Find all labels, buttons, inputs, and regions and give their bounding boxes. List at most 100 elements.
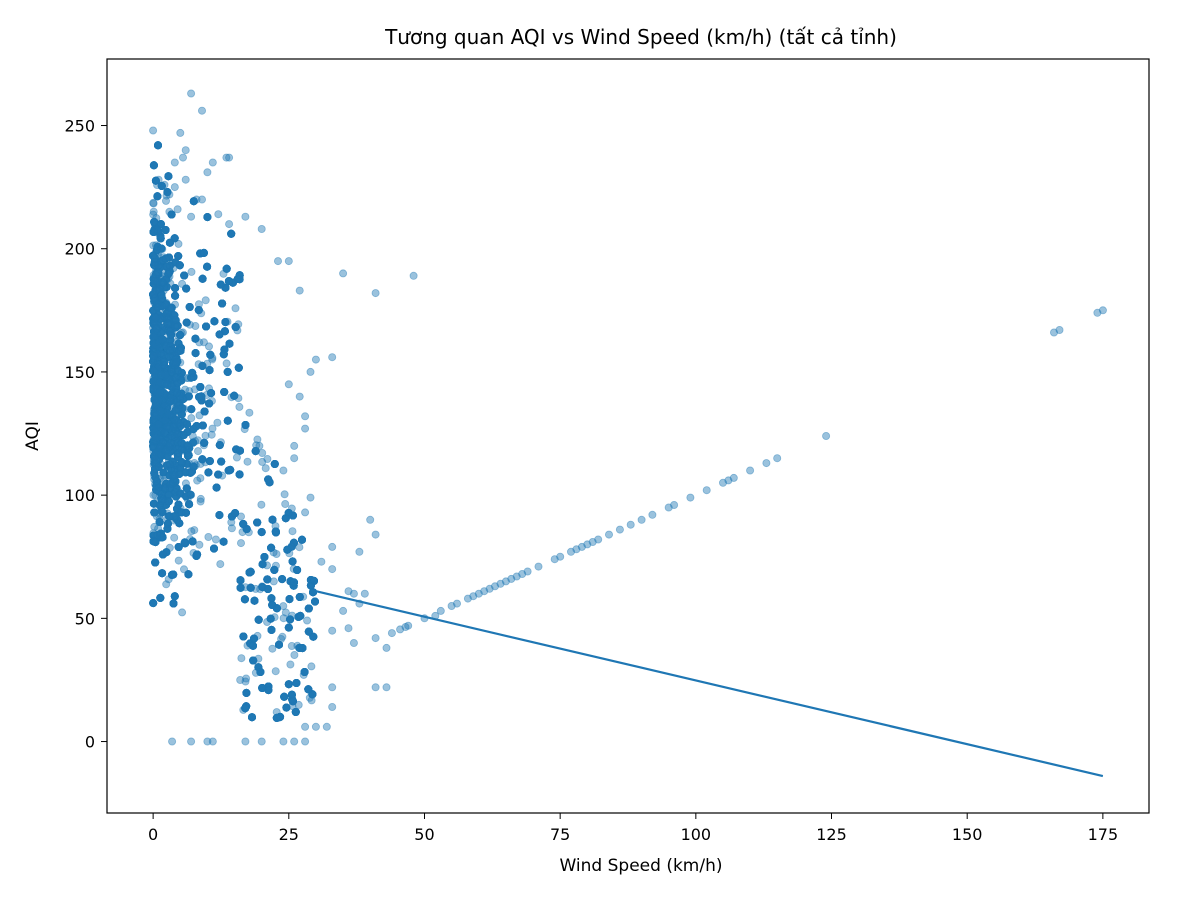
data-point bbox=[163, 377, 172, 386]
data-point bbox=[162, 355, 171, 364]
data-point bbox=[237, 654, 246, 663]
data-point bbox=[160, 335, 169, 344]
data-point bbox=[305, 693, 314, 702]
data-point bbox=[168, 487, 177, 496]
data-point bbox=[239, 705, 248, 714]
data-point bbox=[185, 459, 194, 468]
data-point bbox=[150, 410, 159, 419]
data-point bbox=[177, 406, 186, 415]
data-point bbox=[153, 425, 162, 434]
data-point bbox=[150, 254, 159, 263]
data-point bbox=[161, 377, 170, 386]
data-point bbox=[161, 196, 170, 205]
data-point bbox=[263, 618, 272, 627]
data-point bbox=[235, 446, 244, 455]
data-point bbox=[165, 307, 174, 316]
data-point bbox=[179, 565, 188, 574]
data-point bbox=[306, 576, 315, 585]
data-point bbox=[176, 358, 185, 367]
data-point bbox=[157, 426, 166, 435]
data-point bbox=[163, 401, 172, 410]
data-point bbox=[162, 420, 171, 429]
data-point bbox=[175, 401, 184, 410]
data-point bbox=[171, 405, 180, 414]
data-point bbox=[154, 298, 163, 307]
data-point bbox=[150, 390, 159, 399]
data-point bbox=[190, 385, 199, 394]
chart-title: Tương quan AQI vs Wind Speed (km/h) (tất… bbox=[384, 25, 897, 49]
data-point bbox=[167, 325, 176, 334]
data-point bbox=[150, 390, 159, 399]
data-point bbox=[173, 366, 182, 375]
data-point bbox=[151, 395, 160, 404]
data-point bbox=[153, 357, 162, 366]
data-point bbox=[156, 389, 165, 398]
data-point bbox=[164, 369, 173, 378]
data-point bbox=[150, 522, 159, 531]
data-point bbox=[155, 488, 164, 497]
data-point bbox=[153, 356, 162, 365]
data-point bbox=[153, 419, 162, 428]
data-point bbox=[191, 321, 200, 330]
data-point bbox=[289, 564, 298, 573]
data-point bbox=[156, 459, 165, 468]
data-point bbox=[157, 384, 166, 393]
data-point bbox=[207, 396, 216, 405]
data-point bbox=[235, 402, 244, 411]
data-point bbox=[167, 364, 176, 373]
data-point bbox=[157, 351, 166, 360]
data-point bbox=[199, 441, 208, 450]
data-point bbox=[149, 323, 158, 332]
data-point bbox=[294, 700, 303, 709]
data-point bbox=[270, 613, 279, 622]
data-point bbox=[160, 304, 169, 313]
data-point bbox=[155, 338, 164, 347]
data-point bbox=[163, 426, 172, 435]
data-point bbox=[149, 351, 158, 360]
data-point bbox=[253, 435, 262, 444]
data-point bbox=[160, 420, 169, 429]
data-point bbox=[151, 427, 160, 436]
data-point bbox=[154, 298, 163, 307]
data-point bbox=[155, 425, 164, 434]
data-point bbox=[152, 422, 161, 431]
data-point bbox=[154, 225, 163, 234]
data-point bbox=[165, 490, 174, 499]
data-point bbox=[180, 404, 189, 413]
data-point bbox=[204, 384, 213, 393]
data-point bbox=[150, 298, 159, 307]
data-point bbox=[181, 385, 190, 394]
data-point bbox=[158, 429, 167, 438]
data-point bbox=[150, 336, 159, 345]
data-point bbox=[151, 286, 160, 295]
data-point bbox=[152, 411, 161, 420]
data-point bbox=[152, 297, 161, 306]
data-point bbox=[152, 291, 161, 300]
data-point bbox=[262, 561, 271, 570]
data-point bbox=[151, 537, 160, 546]
data-point bbox=[159, 449, 168, 458]
data-point bbox=[159, 476, 168, 485]
data-point bbox=[158, 294, 167, 303]
data-point bbox=[235, 271, 244, 280]
data-point bbox=[153, 249, 162, 258]
data-point bbox=[282, 703, 291, 712]
data-point bbox=[196, 474, 205, 483]
data-point bbox=[157, 350, 166, 359]
data-point bbox=[269, 548, 278, 557]
data-point bbox=[172, 376, 181, 385]
data-point bbox=[164, 305, 173, 314]
data-point bbox=[303, 616, 312, 625]
data-point bbox=[243, 457, 252, 466]
data-point bbox=[251, 668, 260, 677]
data-point bbox=[165, 412, 174, 421]
data-point bbox=[149, 529, 158, 538]
data-point bbox=[161, 399, 170, 408]
data-point bbox=[160, 396, 169, 405]
data-point bbox=[183, 445, 192, 454]
data-point bbox=[149, 207, 158, 216]
data-point bbox=[277, 635, 286, 644]
data-point bbox=[195, 338, 204, 347]
data-point bbox=[150, 339, 159, 348]
data-point bbox=[188, 537, 197, 546]
